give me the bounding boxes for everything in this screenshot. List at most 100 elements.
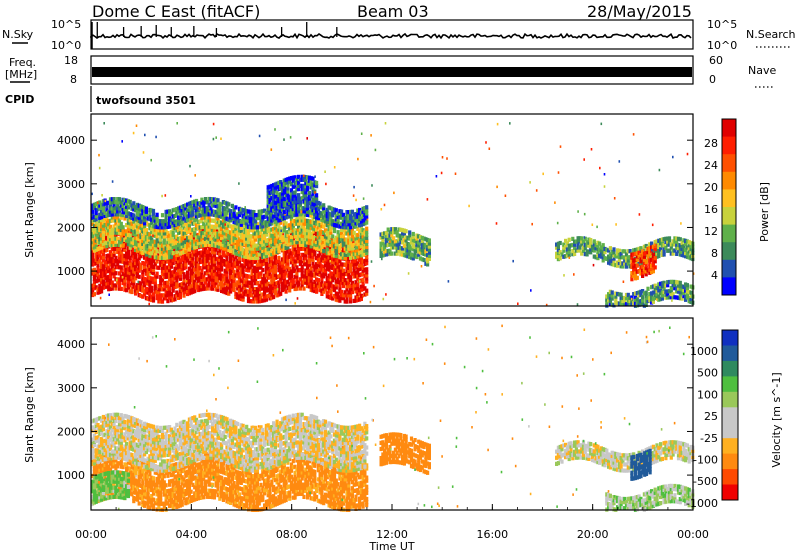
heatmap-cell xyxy=(329,224,333,229)
heatmap-cell xyxy=(268,228,272,233)
heatmap-cell xyxy=(94,201,98,207)
heatmap-cell xyxy=(132,269,136,274)
heatmap-cell xyxy=(632,252,636,257)
heatmap-cell xyxy=(187,201,191,206)
heatmap-cell xyxy=(257,234,261,239)
heatmap-cell xyxy=(306,203,310,208)
heatmap-cell xyxy=(177,236,181,242)
heatmap-cell xyxy=(573,239,577,244)
heatmap-cell xyxy=(289,216,294,221)
heatmap-cell xyxy=(345,213,349,218)
heatmap-cell xyxy=(186,226,190,232)
heatmap-cell xyxy=(125,288,129,293)
heatmap-cell xyxy=(130,243,134,248)
heatmap-cell xyxy=(282,271,286,277)
heatmap-cell xyxy=(246,209,251,214)
heatmap-cell xyxy=(426,244,430,249)
heatmap-cell xyxy=(313,264,317,269)
heatmap-cell xyxy=(350,283,354,288)
heatmap-cell xyxy=(214,256,218,261)
heatmap-cell xyxy=(137,253,141,258)
heatmap-cell xyxy=(135,246,139,251)
heatmap-cell xyxy=(263,226,267,232)
heatmap-cell xyxy=(252,234,256,239)
heatmap-cell xyxy=(241,263,245,269)
heatmap-cell xyxy=(637,246,641,251)
heatmap-cell xyxy=(141,217,145,222)
heatmap-cell xyxy=(121,228,125,233)
heatmap-cell xyxy=(662,246,666,251)
heatmap-cell xyxy=(361,280,365,286)
heatmap-cell xyxy=(297,196,301,201)
heatmap-cell xyxy=(194,276,199,281)
heatmap-cell xyxy=(169,239,173,244)
heatmap-cell xyxy=(641,267,645,272)
heatmap-cell xyxy=(332,229,337,234)
heatmap-cell xyxy=(108,230,113,236)
heatmap-cell xyxy=(92,276,96,281)
heatmap-cell xyxy=(216,219,220,224)
heatmap-cell xyxy=(157,228,161,233)
heatmap-cell xyxy=(338,295,342,300)
heatmap-cell xyxy=(343,228,347,233)
heatmap-cell xyxy=(171,220,175,225)
heatmap-cell xyxy=(384,233,388,239)
heatmap-cell xyxy=(323,210,328,215)
heatmap-cell xyxy=(347,281,351,286)
heatmap-cell xyxy=(322,224,326,229)
heatmap-cell xyxy=(184,203,188,208)
heatmap-cell xyxy=(345,284,349,289)
heatmap-cell xyxy=(196,213,200,218)
heatmap-cell xyxy=(311,282,315,287)
heatmap-cell xyxy=(266,194,270,199)
heatmap-cell xyxy=(164,252,168,257)
heatmap-cell xyxy=(166,221,170,226)
heatmap-cell xyxy=(130,237,134,242)
heatmap-cell xyxy=(307,190,311,196)
heatmap-cell xyxy=(148,250,152,255)
heatmap-cell xyxy=(211,259,215,264)
heatmap-cell xyxy=(245,274,249,279)
heatmap-cell xyxy=(101,229,105,234)
heatmap-cell xyxy=(275,275,279,280)
heatmap-cell xyxy=(168,251,172,257)
heatmap-cell xyxy=(384,243,388,248)
heatmap-cell xyxy=(288,285,292,290)
heatmap-cell xyxy=(182,263,186,268)
heatmap-cell xyxy=(298,255,302,260)
heatmap-cell xyxy=(126,205,130,210)
heatmap-cell xyxy=(135,236,139,241)
heatmap-cell xyxy=(263,248,267,253)
heatmap-cell xyxy=(608,252,612,257)
heatmap-cell xyxy=(221,230,225,235)
heatmap-cell xyxy=(116,212,120,217)
heatmap-cell xyxy=(573,251,577,256)
heatmap-cell xyxy=(261,258,265,263)
heatmap-cell xyxy=(388,242,392,247)
heatmap-cell xyxy=(298,221,302,226)
heatmap-cell xyxy=(96,232,100,237)
heatmap-cell xyxy=(300,212,304,217)
heatmap-cell xyxy=(148,285,152,290)
heatmap-cell xyxy=(291,219,295,224)
heatmap-cell xyxy=(150,229,154,234)
heatmap-cell xyxy=(254,237,258,242)
heatmap-cell xyxy=(207,236,211,241)
heatmap-cell xyxy=(273,188,277,193)
heatmap-cell xyxy=(307,228,311,233)
heatmap-cell xyxy=(298,258,302,264)
heatmap-cell xyxy=(354,283,358,288)
heatmap-cell xyxy=(567,252,571,258)
heatmap-cell xyxy=(166,292,170,298)
heatmap-cell xyxy=(252,249,256,254)
heatmap-cell xyxy=(173,207,177,212)
heatmap-cell xyxy=(116,197,120,202)
heatmap-cell xyxy=(212,265,216,270)
heatmap-cell xyxy=(427,244,431,249)
heatmap-cell xyxy=(266,266,270,271)
heatmap-cell xyxy=(259,215,263,220)
heatmap-cell xyxy=(578,248,582,253)
heatmap-cell xyxy=(345,272,349,277)
heatmap-cell xyxy=(252,255,256,260)
heatmap-cell xyxy=(633,267,638,272)
